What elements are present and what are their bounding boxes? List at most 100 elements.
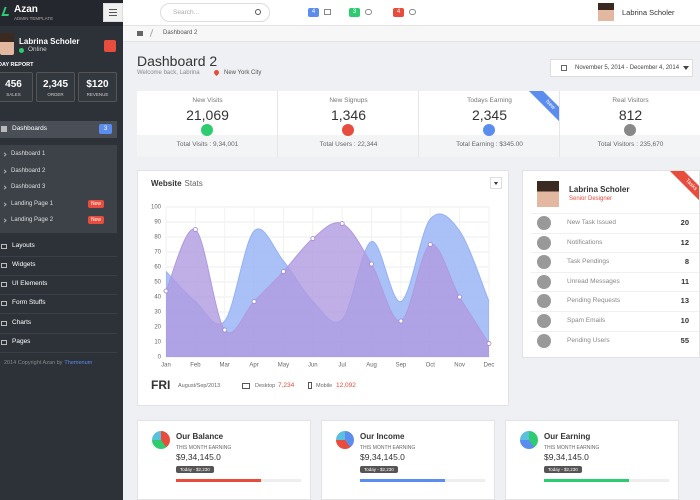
- task-count: 11: [681, 276, 689, 286]
- submenu-bullet: [2, 218, 7, 223]
- pie-icon: [152, 431, 170, 449]
- stat-cards: New Visits 21,069 Total Visits : 9,34,001 N…: [137, 91, 700, 157]
- chart-title-part: Website: [151, 179, 182, 188]
- task-separator: [531, 291, 699, 293]
- earning-subtitle: THIS MONTH EARNING: [544, 445, 600, 451]
- caret: [494, 182, 498, 185]
- task-separator: [531, 213, 699, 214]
- chart-title-part: Stats: [184, 179, 203, 188]
- y-tick-label: 10: [154, 340, 161, 346]
- menu-separator: [0, 352, 117, 353]
- menu-icon: [1, 301, 7, 306]
- earning-amount: $9,34,145.0: [176, 452, 221, 462]
- menu-separator: [0, 294, 117, 295]
- task-label[interactable]: New Task Issued: [567, 219, 617, 226]
- menu-item[interactable]: Pages: [12, 338, 31, 345]
- x-tick-label: Feb: [190, 363, 201, 369]
- x-tick-label: Mar: [220, 363, 230, 369]
- submenu-item[interactable]: Dashboard 1: [11, 151, 46, 157]
- task-icon: [537, 235, 551, 250]
- menu-item[interactable]: Widgets: [12, 261, 36, 268]
- profile-avatar: [537, 181, 559, 207]
- report-label: REVENUE: [86, 92, 109, 97]
- task-count: 55: [680, 335, 689, 345]
- data-point: [398, 318, 404, 324]
- menu-icon: [1, 263, 7, 268]
- user-name[interactable]: Labrina Scholer: [622, 8, 675, 17]
- stat-total: Total Visits : 9,34,001: [176, 141, 239, 148]
- search-box[interactable]: Search...: [160, 3, 270, 22]
- submenu-item[interactable]: Landing Page 1: [11, 200, 54, 207]
- task-separator: [531, 232, 699, 234]
- earning-subtitle: THIS MONTH EARNING: [176, 445, 232, 451]
- stat-label: New Visits: [192, 97, 223, 104]
- data-point: [427, 242, 433, 247]
- submenu-bullet: [2, 152, 7, 157]
- power-button[interactable]: [104, 40, 116, 52]
- earning-badge: Today - $2,230: [544, 466, 582, 473]
- pie-icon: [520, 431, 538, 449]
- menu-toggle[interactable]: [103, 3, 123, 22]
- status-dot: [19, 48, 24, 53]
- stat-icon: [483, 124, 495, 136]
- submenu-item[interactable]: Dashboard 2: [11, 167, 46, 174]
- submenu-bullet: [2, 201, 7, 207]
- location: New York City: [224, 70, 262, 76]
- y-tick-label: 20: [154, 325, 161, 331]
- stat-footer: [560, 135, 700, 157]
- notification-icon: [365, 9, 372, 15]
- stat-footer: [137, 135, 277, 157]
- notification-badge[interactable]: 3: [349, 8, 360, 17]
- menu-item[interactable]: Dashboards 3: [0, 121, 117, 138]
- earning-amount: $9,34,145.0: [360, 452, 405, 462]
- submenu-item[interactable]: Dashboard 3: [11, 184, 46, 190]
- stat-card: New Signups 1,346 Total Users : 22,344: [278, 91, 419, 157]
- report-value: 2,345: [42, 79, 69, 90]
- data-point: [222, 327, 228, 333]
- data-point: [457, 294, 463, 300]
- notification-badge[interactable]: 4: [308, 8, 319, 17]
- location-pin: [212, 68, 221, 77]
- earning-subtitle: THIS MONTH EARNING: [360, 445, 416, 451]
- ribbon: Tasks: [669, 171, 699, 207]
- submenu: Dashboard 1 Dashboard 2 Dashboard 3 Landing…: [0, 145, 117, 233]
- stat-label: Real Visitors: [612, 97, 649, 104]
- welcome: Welcome back, Labrina: [137, 70, 200, 76]
- user-avatar: [598, 3, 614, 21]
- day: FRI: [151, 378, 171, 392]
- stat-value: 1,346: [330, 107, 367, 123]
- task-label[interactable]: Spam Emails: [567, 317, 606, 324]
- chart: 0 10 20 30 40 50 60 70 80 90 100 Jan Feb Mar Apr May Jun…: [151, 205, 494, 369]
- submenu-item[interactable]: Landing Page 2: [11, 217, 54, 223]
- menu-item[interactable]: Form Stuffs: [12, 299, 46, 306]
- profile-name: Labrina Scholer: [569, 185, 630, 194]
- stat-icon: [624, 124, 636, 136]
- task-icon: [537, 274, 551, 289]
- menu-item[interactable]: Charts: [12, 319, 32, 326]
- task-label[interactable]: Notifications: [567, 238, 603, 246]
- task-icon: [537, 255, 551, 270]
- date-range[interactable]: November 5, 2014 - December 4, 2014: [550, 59, 693, 77]
- footer: 2014 Copyright Azan by Themenum: [4, 360, 92, 366]
- earning-amount: $9,34,145.0: [544, 452, 589, 462]
- area: [166, 222, 489, 357]
- progress-bar: [360, 479, 445, 482]
- task-label[interactable]: Pending Users: [567, 336, 610, 344]
- menu-item[interactable]: Layouts: [12, 242, 35, 249]
- task-label[interactable]: Unread Messages: [567, 277, 620, 285]
- menu-item[interactable]: UI Elements: [12, 280, 48, 287]
- notification-badge[interactable]: 4: [393, 8, 404, 17]
- toggle-line: [109, 15, 117, 16]
- footer-link[interactable]: Themenum: [64, 360, 93, 366]
- report-label: ORDER: [47, 92, 64, 97]
- date: August/Sep/2013: [178, 383, 221, 389]
- earning-badge: Today - $2,230: [176, 466, 214, 473]
- chart-menu[interactable]: [490, 177, 502, 189]
- y-tick-label: 30: [154, 310, 161, 316]
- y-tick-label: 60: [154, 265, 161, 271]
- task-label[interactable]: Task Pendings: [567, 258, 610, 266]
- y-tick-label: 80: [154, 235, 161, 241]
- page-title: Dashboard 2: [137, 53, 218, 69]
- submenu-bullet: [2, 185, 7, 190]
- task-label[interactable]: Pending Requests: [567, 297, 621, 305]
